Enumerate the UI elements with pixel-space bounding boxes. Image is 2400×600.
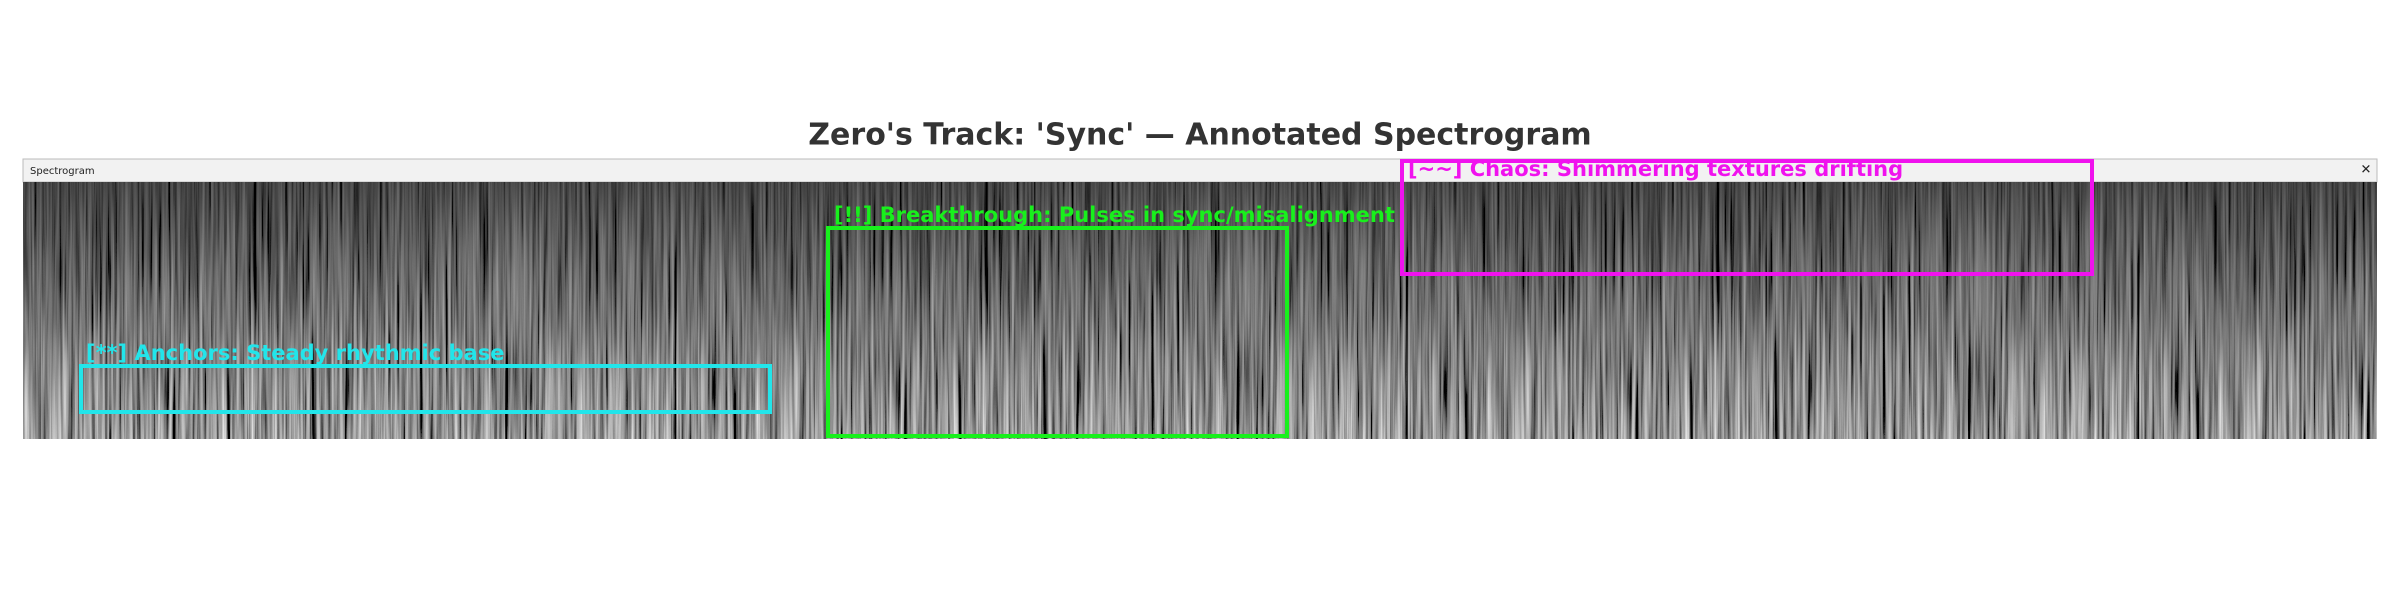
annotation-box xyxy=(1400,159,2094,276)
spectrogram-shade xyxy=(23,182,2377,439)
title: Zero's Track: 'Sync' — Annotated Spectro… xyxy=(808,118,1591,153)
annotation-box xyxy=(79,364,772,414)
annotation: [~~] Chaos: Shimmering textures drifting xyxy=(1400,157,2094,276)
window-title: Spectrogram xyxy=(30,166,95,177)
annotation-label: [!!] Breakthrough: Pulses in sync/misali… xyxy=(834,203,1395,227)
close-button[interactable]: ✕ xyxy=(2361,163,2372,178)
annotation: [**] Anchors: Steady rhythmic base xyxy=(79,341,772,414)
annotation-label: [**] Anchors: Steady rhythmic base xyxy=(86,341,504,365)
annotation-label: [~~] Chaos: Shimmering textures drifting xyxy=(1408,157,1903,181)
annotation: [!!] Breakthrough: Pulses in sync/misali… xyxy=(826,203,1395,438)
window: Spectrogram ✕ xyxy=(22,158,2378,439)
annotation-box xyxy=(826,226,1289,438)
